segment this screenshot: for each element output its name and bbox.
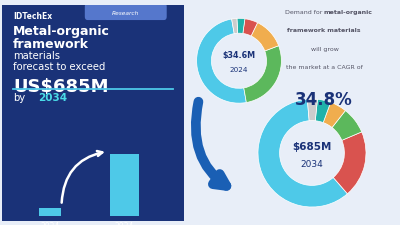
Text: 2034: 2034 bbox=[114, 222, 134, 225]
Wedge shape bbox=[332, 110, 362, 140]
Text: 2024: 2024 bbox=[40, 222, 60, 225]
FancyBboxPatch shape bbox=[0, 0, 191, 225]
Text: $685M: $685M bbox=[292, 142, 332, 151]
Wedge shape bbox=[323, 102, 345, 128]
Wedge shape bbox=[243, 19, 258, 36]
Wedge shape bbox=[244, 46, 281, 103]
Wedge shape bbox=[315, 99, 331, 123]
Text: 2034: 2034 bbox=[38, 93, 68, 103]
FancyArrowPatch shape bbox=[62, 151, 102, 203]
Text: framework materials: framework materials bbox=[287, 28, 361, 33]
Text: metal-organic: metal-organic bbox=[324, 10, 373, 15]
Wedge shape bbox=[237, 18, 245, 34]
Text: 2024: 2024 bbox=[230, 67, 248, 73]
Wedge shape bbox=[232, 18, 238, 34]
Text: 34.8%: 34.8% bbox=[295, 91, 353, 109]
Text: $34.6M: $34.6M bbox=[222, 51, 256, 60]
Wedge shape bbox=[307, 99, 318, 121]
FancyBboxPatch shape bbox=[85, 3, 167, 20]
Text: will grow: will grow bbox=[309, 47, 339, 52]
Text: by: by bbox=[13, 93, 25, 103]
Wedge shape bbox=[197, 19, 246, 103]
Text: US$685M: US$685M bbox=[13, 78, 108, 96]
Text: 2034: 2034 bbox=[301, 160, 323, 169]
Text: forecast to exceed: forecast to exceed bbox=[13, 62, 105, 72]
Text: the market at a CAGR of: the market at a CAGR of bbox=[286, 65, 362, 70]
Text: Metal-organic: Metal-organic bbox=[13, 25, 110, 38]
Text: IDTechEx: IDTechEx bbox=[13, 12, 52, 21]
Text: framework: framework bbox=[13, 38, 89, 51]
FancyArrowPatch shape bbox=[196, 102, 226, 186]
Bar bbox=[39, 208, 61, 216]
Text: materials: materials bbox=[13, 51, 60, 61]
Text: Research: Research bbox=[112, 11, 140, 16]
Wedge shape bbox=[258, 99, 348, 207]
Wedge shape bbox=[333, 132, 366, 194]
Bar bbox=[110, 154, 139, 216]
Text: Demand for: Demand for bbox=[285, 10, 324, 15]
Wedge shape bbox=[251, 23, 279, 51]
